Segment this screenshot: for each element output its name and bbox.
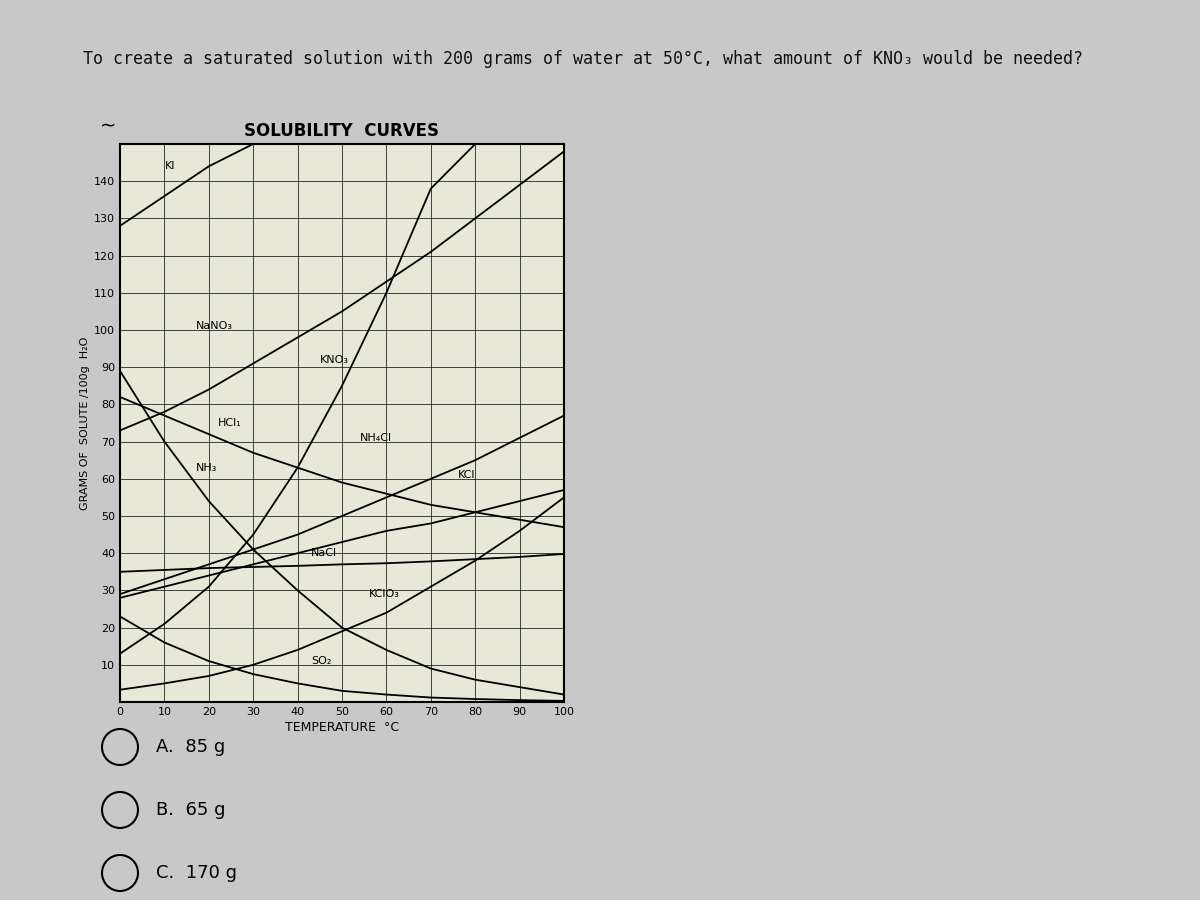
Text: KI: KI [164,161,175,171]
Text: NH₃: NH₃ [196,463,217,473]
Text: NaNO₃: NaNO₃ [196,321,233,331]
Text: KClO₃: KClO₃ [368,590,400,599]
Text: KCl: KCl [457,470,475,480]
Text: C.  170 g: C. 170 g [156,864,238,882]
Text: To create a saturated solution with 200 grams of water at 50°C, what amount of K: To create a saturated solution with 200 … [83,50,1082,68]
Y-axis label: GRAMS OF  SOLUTE /100g  H₂O: GRAMS OF SOLUTE /100g H₂O [80,337,90,509]
X-axis label: TEMPERATURE  °C: TEMPERATURE °C [284,721,400,734]
Text: ∼: ∼ [100,116,116,136]
Text: NH₄Cl: NH₄Cl [360,433,392,443]
Text: SO₂: SO₂ [311,656,331,666]
Text: A.  85 g: A. 85 g [156,738,226,756]
Text: HCl₁: HCl₁ [217,418,241,428]
Text: B.  65 g: B. 65 g [156,801,226,819]
Text: NaCl: NaCl [311,548,337,558]
Text: KNO₃: KNO₃ [319,355,349,365]
Title: SOLUBILITY  CURVES: SOLUBILITY CURVES [245,122,439,140]
